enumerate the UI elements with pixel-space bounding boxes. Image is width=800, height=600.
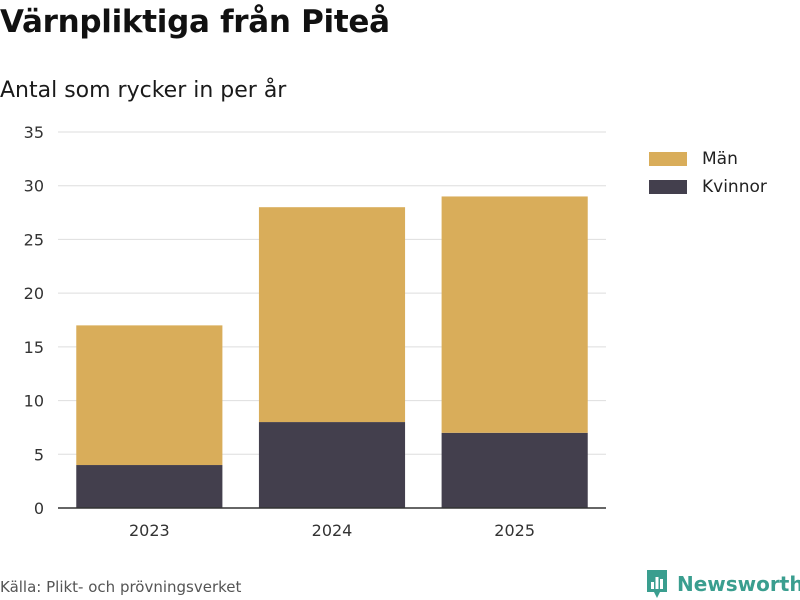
bar-2023-m-n [76,325,223,466]
brand-name: Newsworthy [677,572,800,596]
legend-swatch-kvinnor [649,180,687,194]
legend: Män Kvinnor [649,148,767,204]
y-tick-label-30: 30 [24,177,44,196]
y-tick-label-10: 10 [24,392,44,411]
brand-logo[interactable]: Newsworthy [645,568,800,600]
legend-item-kvinnor: Kvinnor [649,176,767,198]
y-tick-label-20: 20 [24,284,44,303]
x-tick-label-2023: 2023 [129,521,170,540]
y-tick-label-25: 25 [24,230,44,249]
newsworthy-logo-icon [647,570,667,598]
bar-2025-kvinnor [441,432,588,508]
legend-item-man: Män [649,148,767,170]
legend-label-man: Män [702,149,738,169]
source-note: Källa: Plikt- och prövningsverket [0,578,242,596]
y-tick-label-35: 35 [24,123,44,142]
bar-2024-kvinnor [258,422,406,508]
legend-swatch-man [649,152,687,166]
x-tick-label-2024: 2024 [312,521,353,540]
y-tick-label-15: 15 [24,338,44,357]
x-tick-label-2025: 2025 [494,521,535,540]
y-tick-label-5: 5 [34,445,44,464]
chart-subtitle: Antal som rycker in per år [0,78,287,103]
bar-2023-kvinnor [76,465,223,508]
bar-2024-m-n [258,207,406,423]
y-tick-label-0: 0 [34,499,44,518]
chart-title: Värnpliktiga från Piteå [0,4,390,40]
legend-label-kvinnor: Kvinnor [702,177,767,197]
bar-2025-m-n [441,196,588,433]
